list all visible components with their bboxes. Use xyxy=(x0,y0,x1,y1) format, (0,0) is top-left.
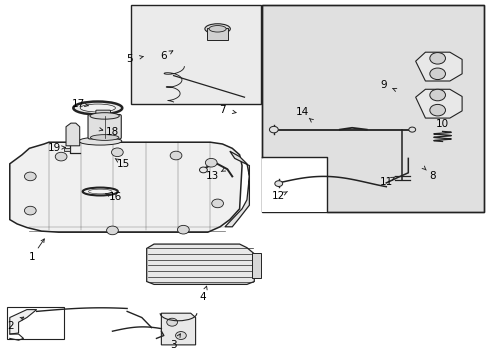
Text: 3: 3 xyxy=(170,339,177,350)
Circle shape xyxy=(205,158,217,167)
FancyBboxPatch shape xyxy=(96,110,110,117)
Circle shape xyxy=(24,172,36,181)
Circle shape xyxy=(177,225,189,234)
Bar xyxy=(63,148,70,151)
Ellipse shape xyxy=(82,188,118,195)
Text: 12: 12 xyxy=(271,191,285,201)
Polygon shape xyxy=(66,123,80,146)
Ellipse shape xyxy=(209,26,225,32)
Polygon shape xyxy=(224,151,249,227)
Ellipse shape xyxy=(90,113,119,119)
FancyBboxPatch shape xyxy=(131,5,260,104)
Text: 7: 7 xyxy=(219,105,225,115)
Polygon shape xyxy=(415,89,461,118)
Bar xyxy=(7,307,63,339)
Polygon shape xyxy=(415,52,461,81)
Circle shape xyxy=(274,181,282,186)
Polygon shape xyxy=(10,310,37,334)
Text: 5: 5 xyxy=(126,54,133,64)
Circle shape xyxy=(429,89,445,101)
Circle shape xyxy=(269,126,278,133)
Text: 14: 14 xyxy=(295,107,308,117)
Text: 13: 13 xyxy=(205,171,219,181)
Text: 17: 17 xyxy=(71,99,85,109)
Circle shape xyxy=(408,127,415,132)
Circle shape xyxy=(55,152,67,161)
Text: 6: 6 xyxy=(160,51,167,61)
Circle shape xyxy=(106,226,118,235)
Text: 18: 18 xyxy=(105,127,119,138)
Circle shape xyxy=(429,68,445,80)
Text: 1: 1 xyxy=(28,252,35,262)
Bar xyxy=(252,253,261,278)
Ellipse shape xyxy=(88,189,112,194)
Text: 8: 8 xyxy=(428,171,435,181)
Text: 15: 15 xyxy=(116,159,130,169)
Text: 4: 4 xyxy=(199,292,206,302)
Text: 19: 19 xyxy=(48,143,61,153)
Text: 2: 2 xyxy=(7,321,14,331)
Text: 16: 16 xyxy=(109,192,122,202)
Ellipse shape xyxy=(73,102,122,114)
Ellipse shape xyxy=(204,24,230,34)
Circle shape xyxy=(24,206,36,215)
Ellipse shape xyxy=(90,135,119,140)
Ellipse shape xyxy=(79,137,122,145)
Circle shape xyxy=(166,318,177,326)
Circle shape xyxy=(429,104,445,116)
Circle shape xyxy=(175,332,186,339)
Polygon shape xyxy=(161,313,195,345)
Text: 10: 10 xyxy=(435,119,448,129)
FancyBboxPatch shape xyxy=(261,5,483,212)
FancyBboxPatch shape xyxy=(88,114,121,139)
Circle shape xyxy=(429,53,445,64)
FancyBboxPatch shape xyxy=(261,157,326,212)
Text: 9: 9 xyxy=(380,80,386,90)
Bar xyxy=(206,28,228,40)
Ellipse shape xyxy=(80,104,115,112)
Circle shape xyxy=(211,199,223,208)
Polygon shape xyxy=(146,244,254,284)
Circle shape xyxy=(111,148,123,157)
Polygon shape xyxy=(10,142,242,232)
Text: 11: 11 xyxy=(379,177,392,187)
Circle shape xyxy=(170,151,182,160)
Circle shape xyxy=(199,167,207,173)
